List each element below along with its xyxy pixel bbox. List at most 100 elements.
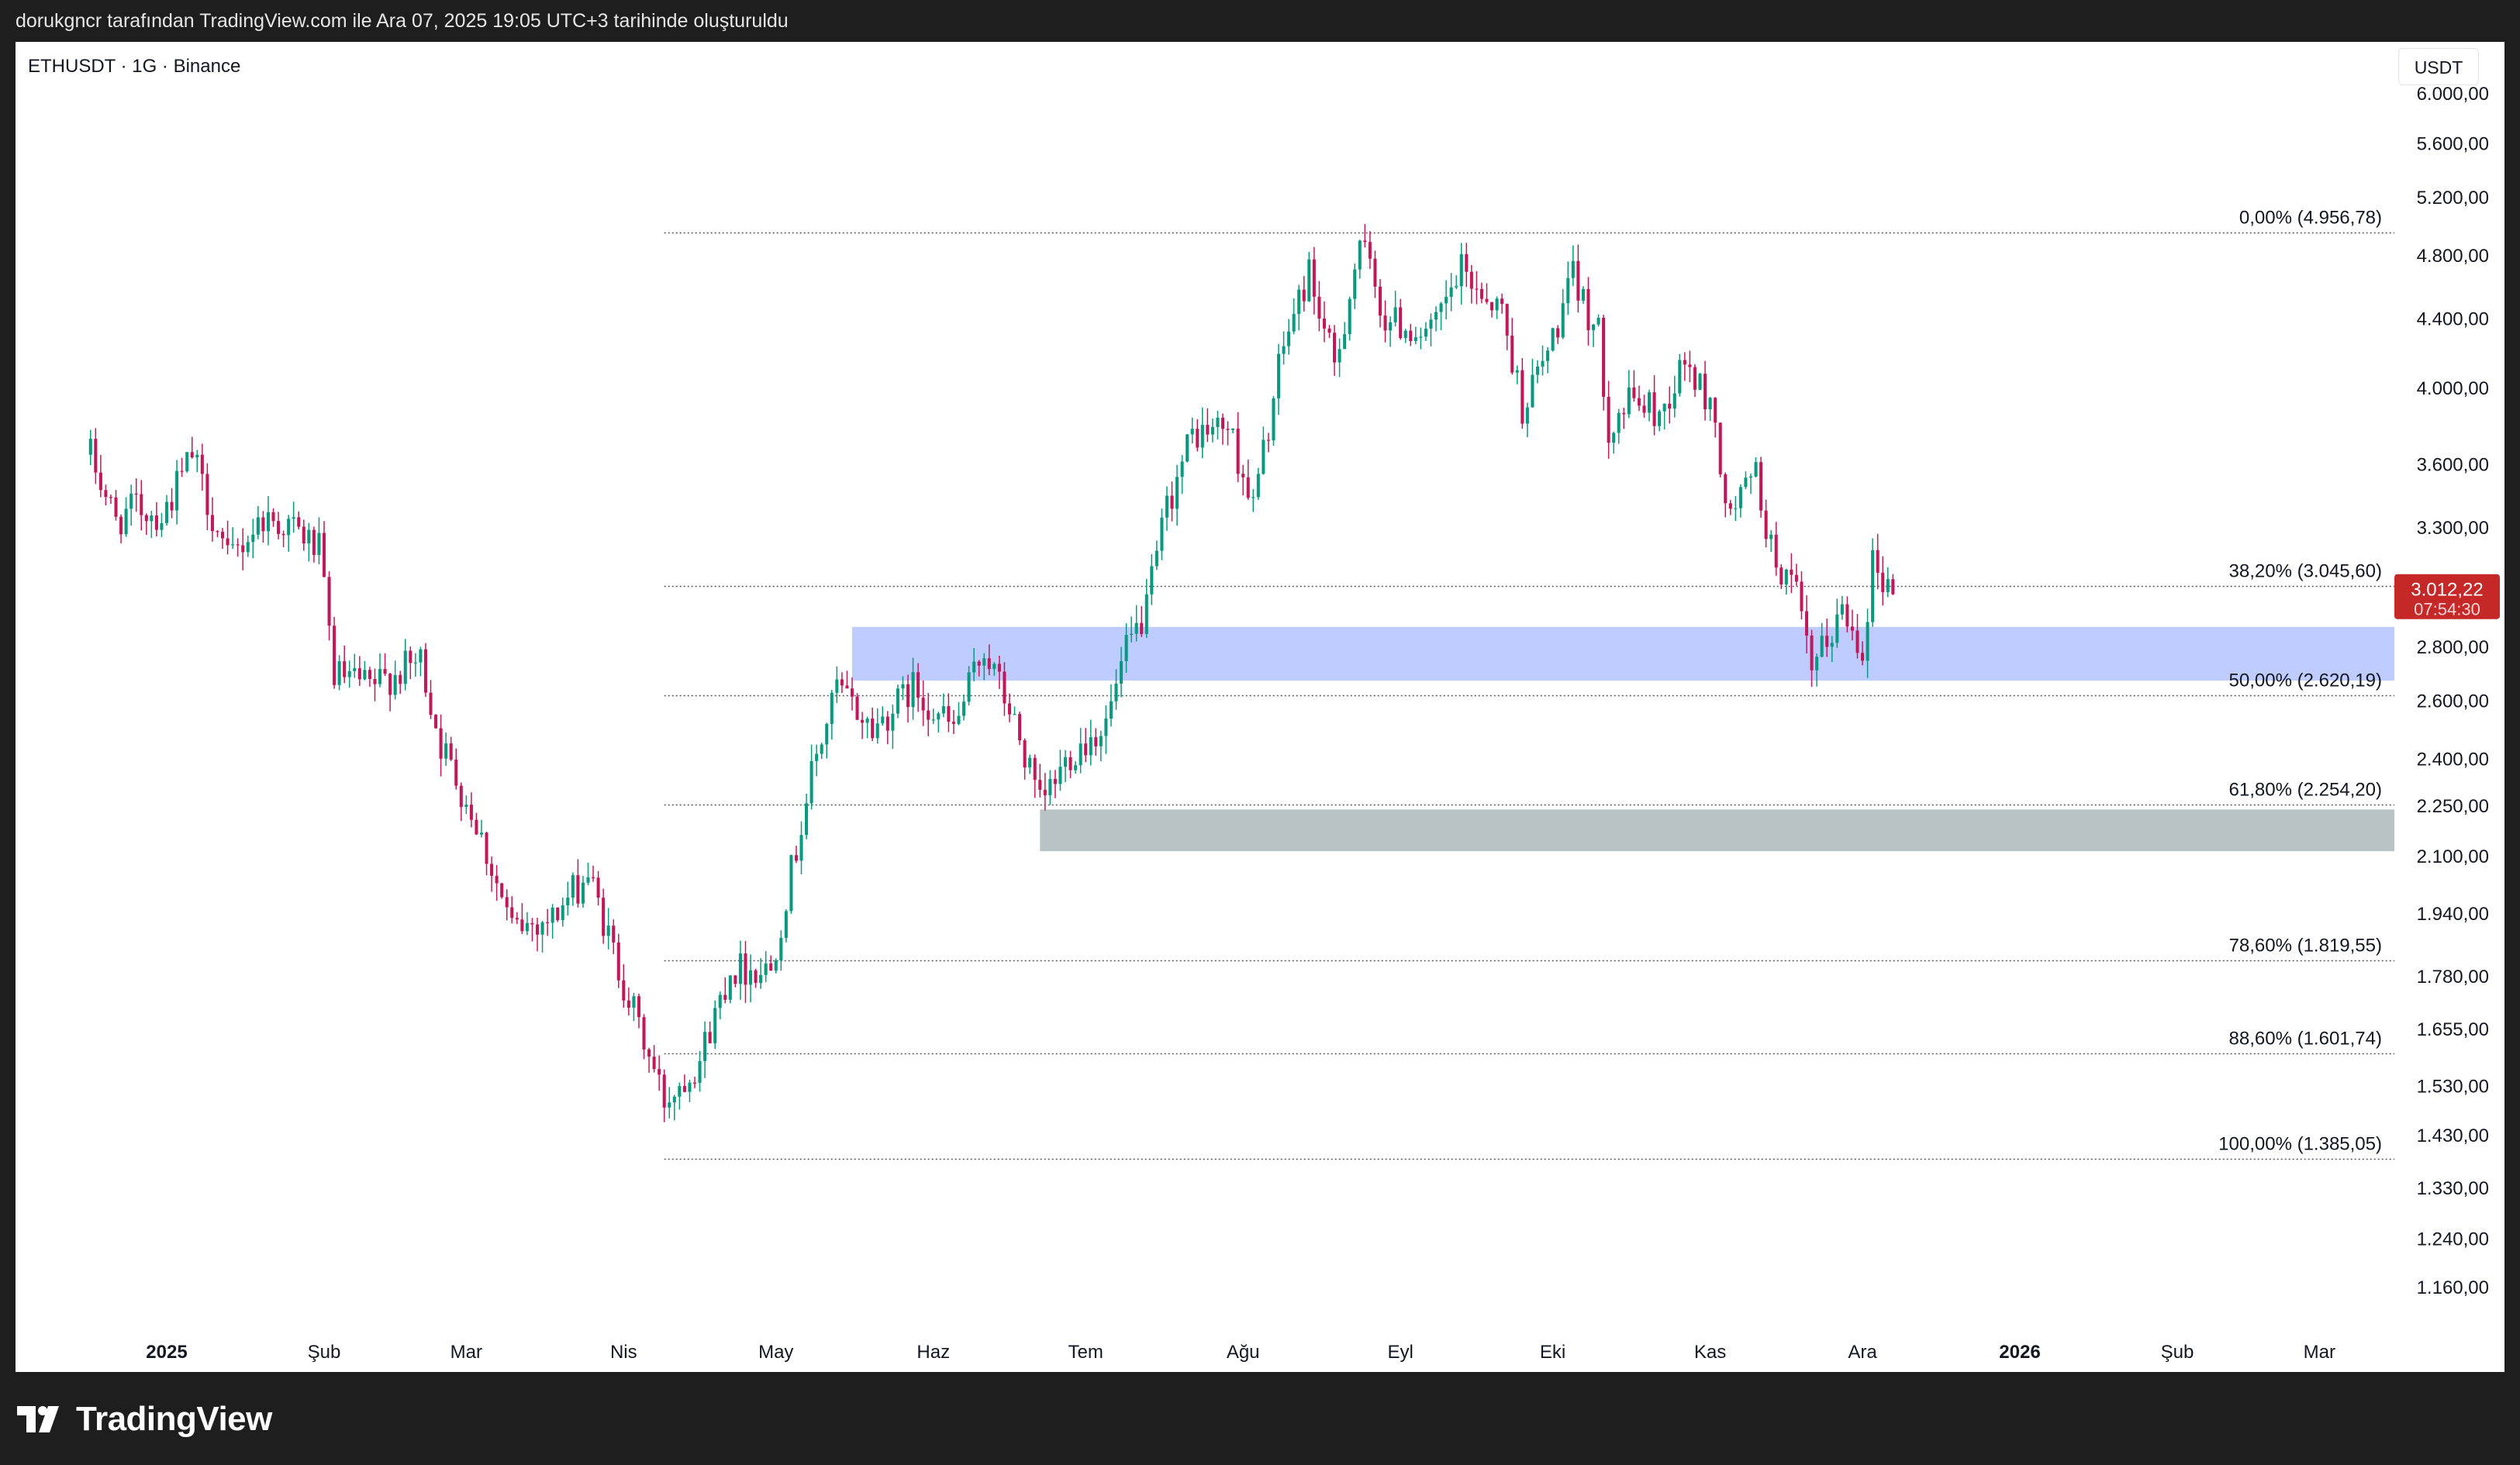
candle (906, 674, 910, 723)
candle-body (1794, 574, 1798, 582)
candle-body (525, 922, 529, 932)
price-tag-box (2394, 574, 2500, 619)
candle (718, 991, 722, 1019)
candle (1028, 754, 1032, 774)
candle-body (1627, 387, 1631, 415)
candle-body (1459, 253, 1463, 287)
currency-button[interactable]: USDT (2398, 48, 2479, 85)
candle (1622, 408, 1626, 429)
candle (865, 716, 869, 739)
candle (703, 1021, 707, 1078)
candle-body (266, 512, 270, 532)
candle-body (1683, 360, 1686, 365)
candle (576, 859, 580, 908)
candle-body (1200, 425, 1204, 448)
candle (951, 709, 955, 734)
candle (855, 693, 859, 720)
candle-body (1647, 392, 1652, 413)
candle-body (1724, 474, 1728, 504)
candle-body (931, 719, 935, 721)
candle-body (88, 439, 92, 455)
candle (535, 917, 540, 952)
candle (454, 748, 458, 790)
candle-body (871, 719, 875, 739)
price-tick-label: 5.200,00 (2417, 188, 2489, 209)
candle (891, 704, 895, 750)
time-tick-label: May (758, 1342, 793, 1363)
candle (1774, 522, 1778, 576)
candle-body (1546, 350, 1550, 361)
candle (551, 904, 554, 939)
candle (1891, 574, 1895, 595)
candle-body (1226, 429, 1230, 430)
candle (1007, 693, 1011, 722)
candle-body (591, 877, 595, 878)
candle (1860, 641, 1865, 666)
candle-body (1307, 259, 1311, 302)
candle-body (1287, 331, 1291, 346)
candle (1744, 471, 1748, 490)
candle-body (231, 544, 235, 546)
candle-body (606, 926, 610, 936)
candle (485, 831, 488, 876)
candle (1130, 616, 1134, 643)
price-chart[interactable]: 0,00% (4.956,78) 38,20% (3.045,60) 50,00% … (16, 42, 2504, 1372)
candle (1764, 499, 1768, 548)
price-tick-label: 1.330,00 (2417, 1178, 2489, 1199)
fib-label: 100,00% (1.385,05) (2218, 1134, 2382, 1155)
candle-body (210, 515, 214, 532)
candle (1190, 417, 1194, 444)
candle (1338, 338, 1341, 377)
candle-body (917, 672, 920, 698)
time-tick-label: 2026 (1999, 1342, 2040, 1363)
candle (1003, 662, 1006, 716)
time-tick-label: Ağu (1227, 1342, 1260, 1363)
candle (571, 872, 575, 906)
candle-body (1322, 318, 1326, 329)
candle-body (1531, 374, 1534, 408)
candle (1399, 298, 1403, 340)
candle-body (1317, 296, 1321, 319)
candle (1581, 286, 1585, 305)
candle (1150, 553, 1154, 605)
candle-body (1718, 422, 1722, 474)
candle-body (180, 471, 184, 472)
candle (647, 1047, 651, 1073)
candle (1566, 261, 1570, 315)
candle-body (845, 685, 849, 689)
candle (449, 736, 453, 761)
chart-frame[interactable]: 0,00% (4.956,78) 38,20% (3.045,60) 50,00% … (16, 42, 2504, 1372)
candle-body (546, 922, 550, 923)
candle-body (114, 497, 118, 517)
candle (1845, 596, 1849, 633)
candle (423, 643, 427, 697)
candle (1500, 293, 1504, 314)
candle-body (1206, 425, 1210, 435)
candle (1510, 318, 1514, 375)
candle-body (835, 679, 839, 693)
candle (1810, 629, 1814, 688)
candle (708, 1021, 712, 1043)
candle-body (1876, 550, 1880, 573)
candle-body (1018, 714, 1022, 741)
candle-body (810, 760, 813, 804)
candle-body (1505, 304, 1509, 336)
brand[interactable]: TradingView (17, 1400, 272, 1439)
candle (1373, 250, 1377, 298)
candle-body (1434, 312, 1438, 320)
candle (510, 896, 514, 924)
candle-body (1668, 403, 1672, 409)
candle-body (1591, 324, 1596, 330)
candle-body (1445, 296, 1448, 304)
candle (997, 656, 1001, 689)
candle-body (1693, 367, 1697, 390)
candle (297, 511, 301, 529)
candle (1018, 711, 1022, 746)
candle (911, 657, 915, 720)
candle (992, 662, 996, 676)
candle (805, 793, 809, 839)
candle (764, 951, 768, 983)
candle-body (1403, 330, 1407, 339)
candle (1292, 298, 1296, 335)
candle-body (98, 472, 102, 491)
